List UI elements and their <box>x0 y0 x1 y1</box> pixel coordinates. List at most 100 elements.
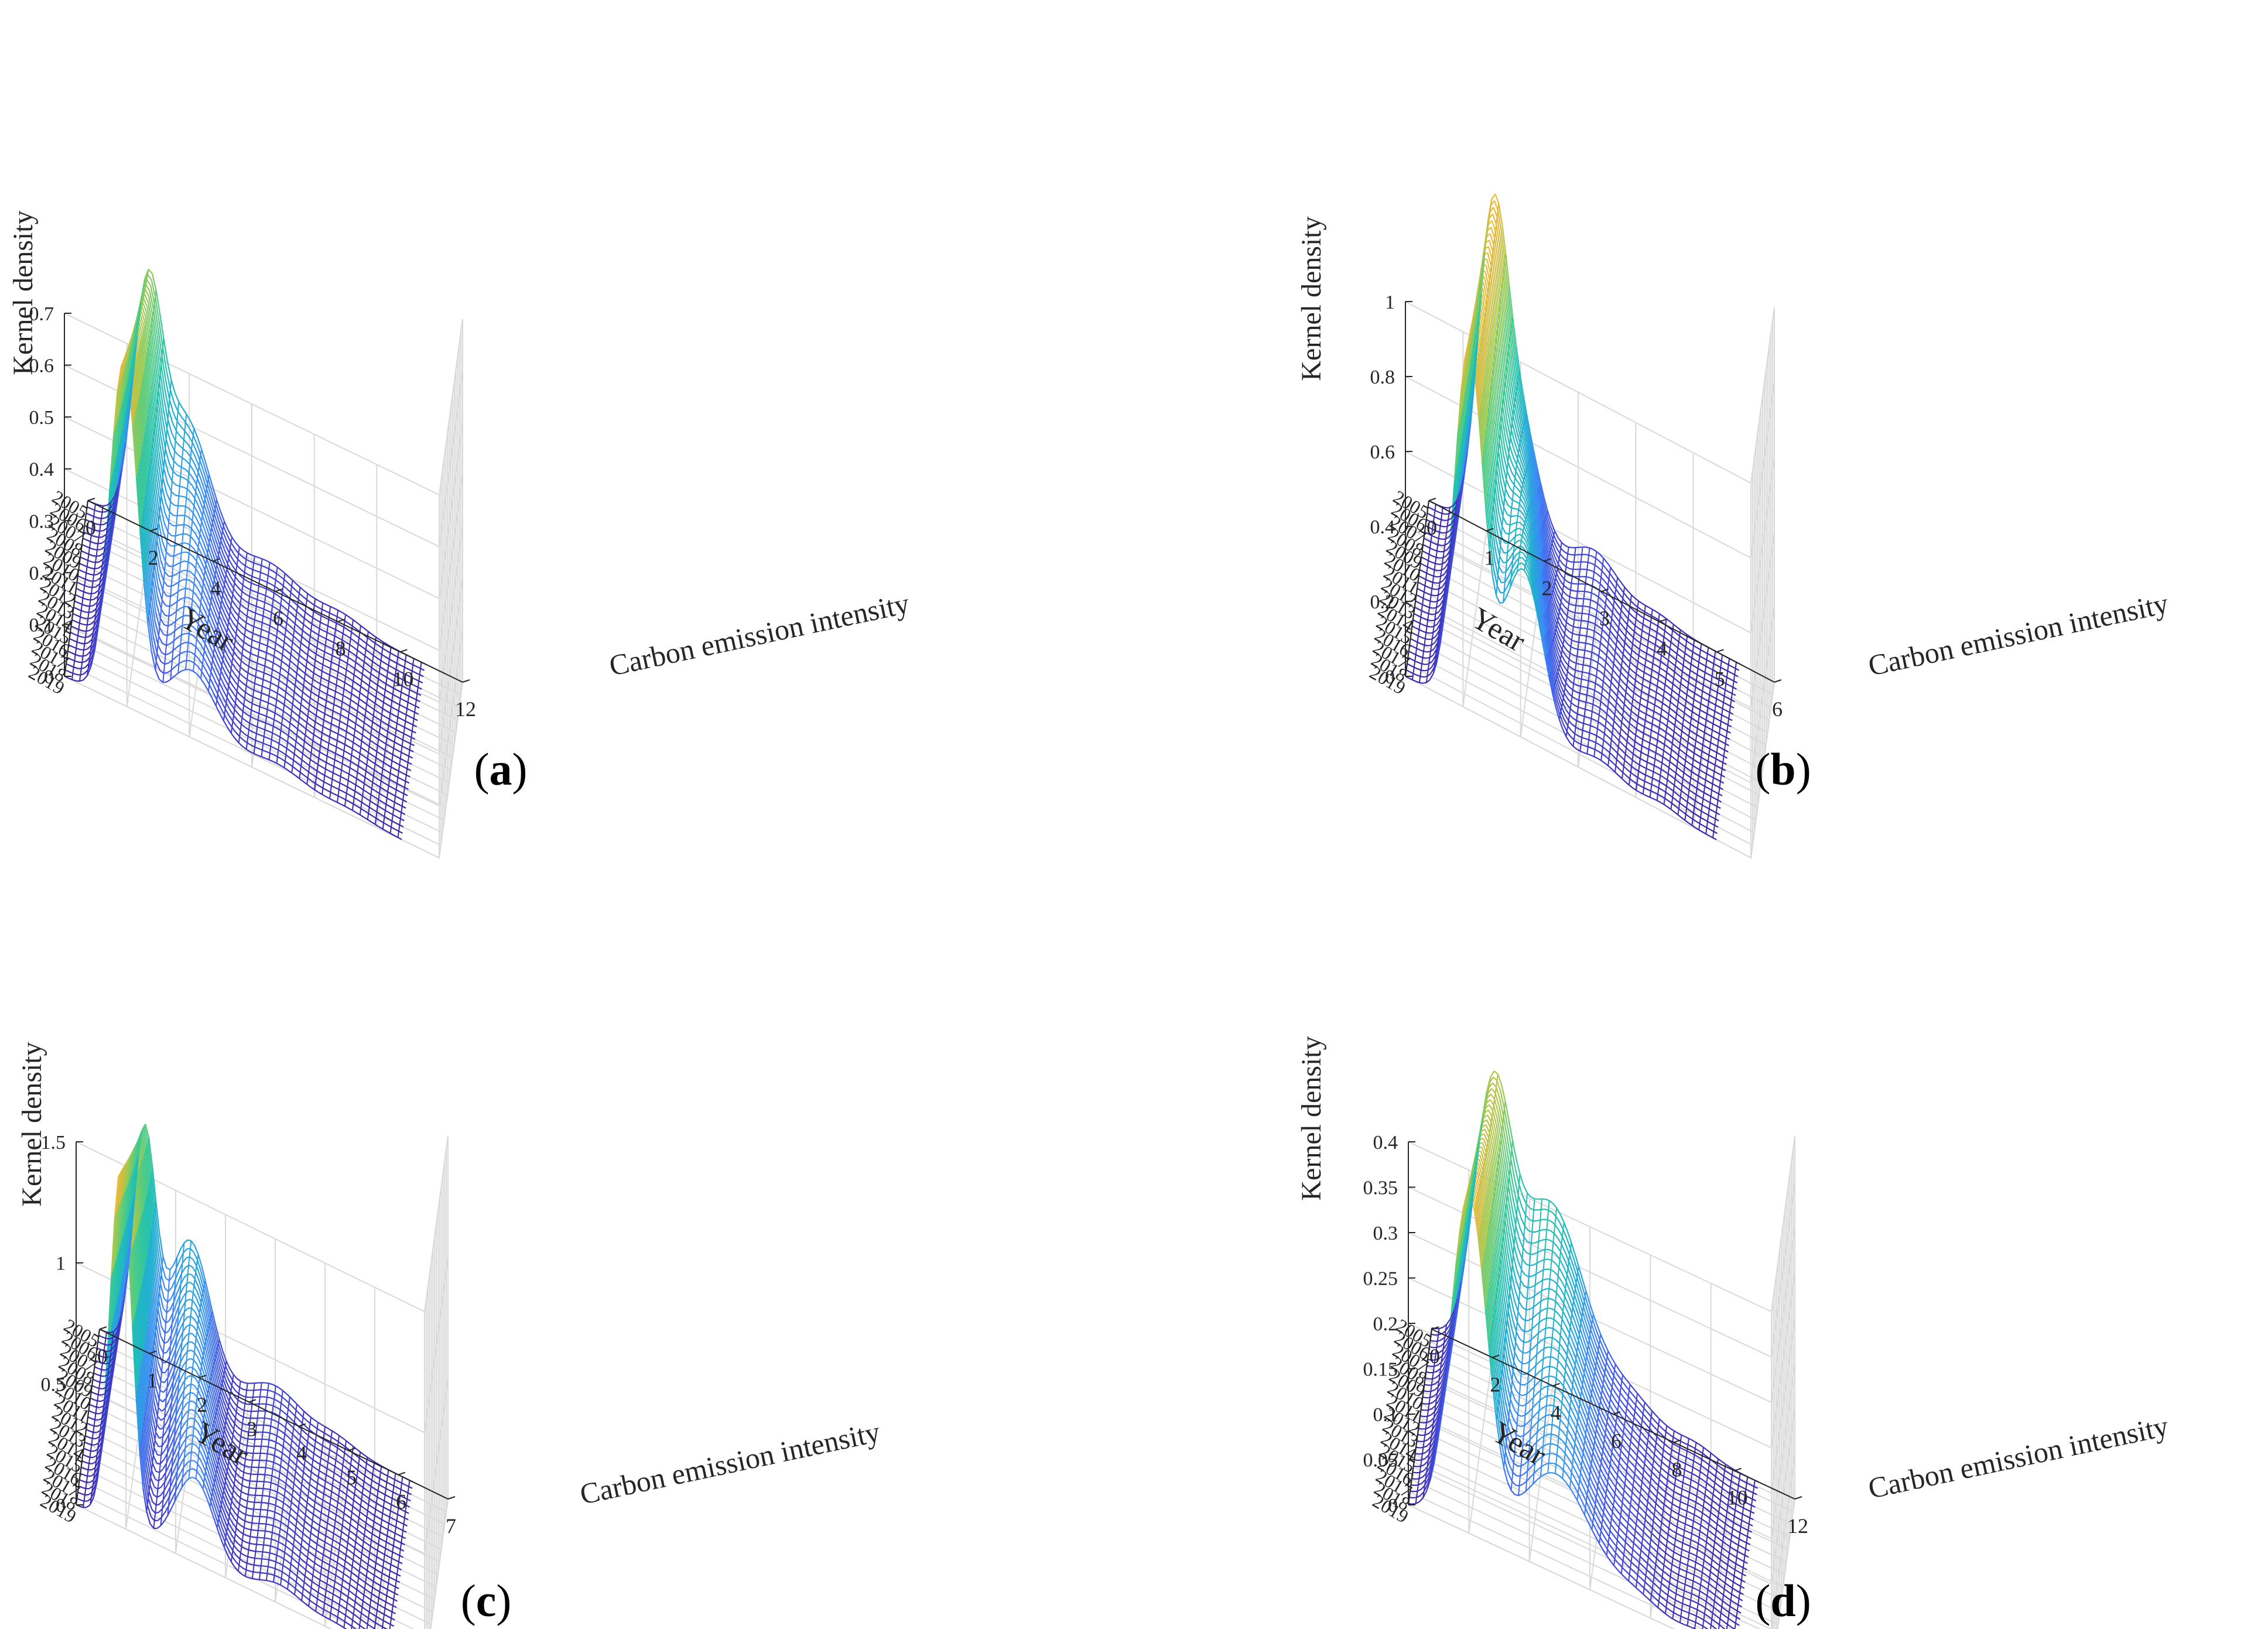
mesh-segment <box>363 755 368 759</box>
mesh-segment <box>1496 595 1501 604</box>
mesh-segment <box>203 509 208 522</box>
mesh-segment <box>242 642 245 649</box>
mesh-segment <box>287 616 292 621</box>
mesh-segment <box>179 570 184 573</box>
mesh-segment <box>331 689 336 692</box>
mesh-segment <box>257 754 262 758</box>
mesh-segment <box>256 720 259 727</box>
mesh-segment <box>244 727 249 731</box>
mesh-segment <box>389 652 395 656</box>
mesh-segment <box>299 587 301 594</box>
mesh-segment <box>148 545 154 580</box>
mesh-segment <box>299 593 304 597</box>
mesh-segment <box>316 681 321 685</box>
mesh-segment <box>200 636 206 644</box>
mesh-segment <box>347 774 350 781</box>
mesh-segment <box>338 699 343 703</box>
mesh-segment <box>204 570 210 581</box>
mesh-segment <box>251 696 254 704</box>
mesh-segment <box>223 619 228 628</box>
mesh-segment <box>365 704 368 711</box>
mesh-segment <box>176 608 181 612</box>
mesh-segment <box>397 716 402 720</box>
mesh-segment <box>1567 725 1572 731</box>
mesh-segment <box>416 666 421 669</box>
mesh-segment <box>105 546 111 559</box>
mesh-segment <box>394 834 399 839</box>
mesh-segment <box>168 463 174 472</box>
mesh-segment <box>348 650 353 654</box>
mesh-segment <box>368 745 374 750</box>
mesh-segment <box>106 540 111 553</box>
mesh-segment <box>360 780 365 785</box>
z-axis-label: Kernel density <box>8 210 39 375</box>
mesh-segment <box>156 539 162 560</box>
mesh-segment <box>346 758 351 762</box>
mesh-segment <box>135 362 141 398</box>
mesh-segment <box>228 685 233 693</box>
mesh-segment <box>353 798 355 805</box>
mesh-segment <box>1715 812 1717 819</box>
mesh-segment <box>300 642 306 646</box>
mesh-segment <box>172 470 177 475</box>
mesh-segment <box>199 651 204 658</box>
mesh-segment <box>327 743 330 750</box>
mesh-segment <box>406 774 411 778</box>
mesh-segment <box>258 585 263 588</box>
mesh-segment <box>189 633 193 636</box>
mesh-segment <box>309 737 313 741</box>
mesh-segment <box>314 721 316 728</box>
mesh-segment <box>198 506 203 516</box>
mesh-segment <box>78 602 83 605</box>
mesh-segment <box>77 668 81 670</box>
mesh-segment <box>206 630 211 640</box>
mesh-segment <box>144 367 150 405</box>
mesh-segment <box>200 561 206 571</box>
mesh-segment <box>1709 802 1714 806</box>
mesh-segment <box>300 608 306 613</box>
mesh-segment <box>364 749 369 754</box>
mesh-segment <box>173 591 179 595</box>
mesh-segment <box>373 803 378 807</box>
mesh-segment <box>201 515 207 527</box>
grid-line <box>66 663 442 846</box>
mesh-segment <box>245 656 250 661</box>
mesh-segment <box>299 704 302 711</box>
mesh-segment <box>280 638 285 643</box>
mesh-segment <box>331 661 336 665</box>
mesh-segment <box>353 674 358 678</box>
mesh-segment <box>254 619 259 622</box>
mesh-segment <box>294 595 299 600</box>
mesh-segment <box>403 727 405 734</box>
mesh-segment <box>1590 725 1595 728</box>
mesh-segment <box>257 649 260 657</box>
mesh-segment <box>199 609 204 617</box>
mesh-segment <box>370 673 375 677</box>
mesh-segment <box>216 631 221 641</box>
mesh-segment <box>155 421 160 453</box>
mesh-segment <box>245 622 251 626</box>
mesh-segment <box>279 708 284 712</box>
mesh-segment <box>403 766 408 769</box>
mesh-segment <box>1619 728 1622 735</box>
mesh-segment <box>182 524 185 534</box>
mesh-segment <box>289 666 294 671</box>
mesh-segment <box>272 726 274 733</box>
mesh-segment <box>288 735 293 740</box>
mesh-segment <box>225 703 231 710</box>
mesh-segment <box>230 610 235 618</box>
mesh-segment <box>399 737 403 741</box>
mesh-segment <box>146 421 151 464</box>
mesh-segment <box>1590 711 1593 719</box>
mesh-segment <box>348 768 351 775</box>
mesh-segment <box>1665 786 1667 792</box>
mesh-segment <box>150 392 155 429</box>
mesh-segment <box>249 687 254 691</box>
mesh-segment <box>252 668 257 671</box>
mesh-segment <box>305 728 307 735</box>
mesh-segment <box>323 692 328 695</box>
mesh-segment <box>383 762 388 766</box>
mesh-segment <box>305 639 310 644</box>
mesh-segment <box>261 692 266 696</box>
mesh-segment <box>161 590 164 600</box>
